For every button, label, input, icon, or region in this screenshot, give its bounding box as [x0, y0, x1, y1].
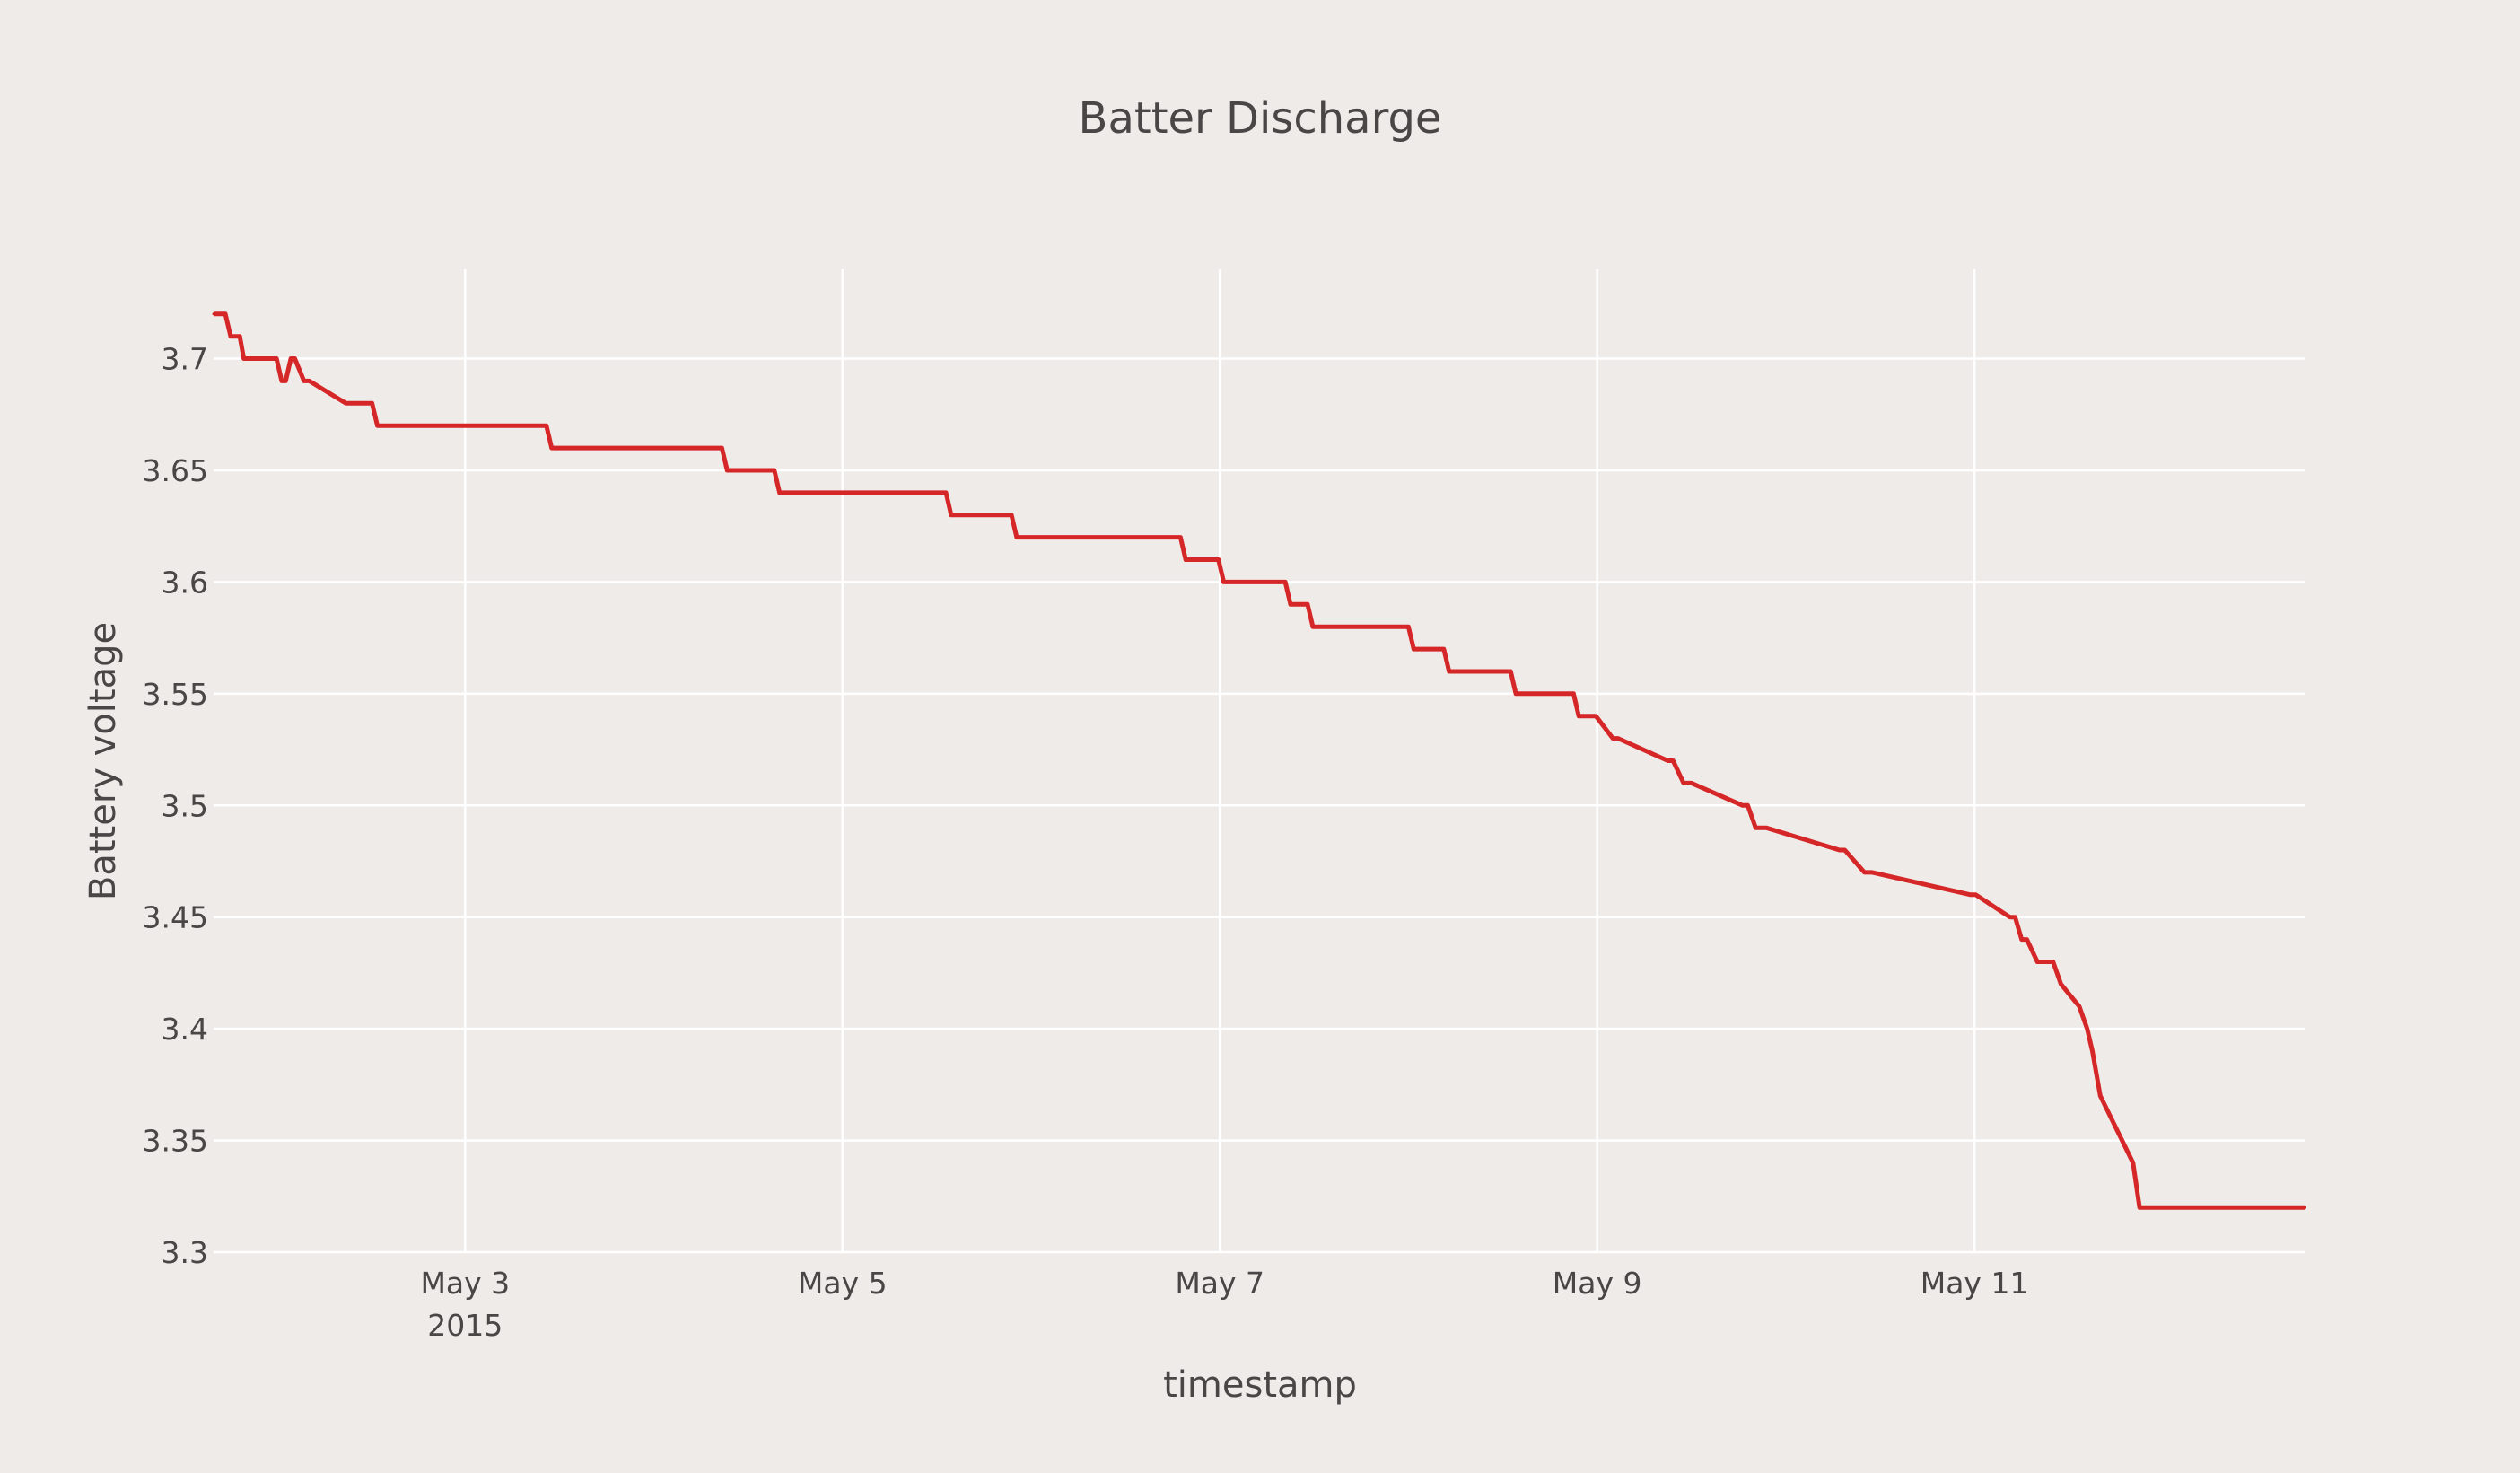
data-point: [1754, 826, 1757, 829]
data-point: [2020, 938, 2024, 942]
data-point: [949, 513, 953, 517]
data-point: [293, 357, 296, 360]
y-tick-label: 3.4: [162, 1012, 208, 1047]
data-point: [1682, 781, 1685, 785]
data-point: [2303, 1206, 2306, 1209]
y-axis-title: Battery voltage: [83, 622, 124, 900]
data-point: [1222, 580, 1226, 583]
data-point: [550, 446, 554, 450]
data-point: [1178, 536, 1182, 539]
data-point: [725, 469, 729, 472]
data-point: [242, 357, 246, 360]
y-axis-ticks: 3.3 3.35 3.4 3.45 3.5 3.55 3.6 3.65 3.7: [143, 342, 208, 1270]
data-point: [371, 401, 374, 405]
data-point: [284, 379, 287, 382]
data-point: [2091, 1049, 2094, 1053]
data-point: [773, 469, 776, 472]
y-tick-label: 3.7: [162, 342, 208, 377]
data-point: [1690, 781, 1693, 785]
data-point: [1306, 602, 1309, 606]
data-point: [1870, 871, 1874, 874]
data-point: [944, 491, 948, 495]
data-point: [2086, 1027, 2089, 1030]
data-point: [1616, 737, 1620, 741]
data-point: [1746, 803, 1749, 807]
data-point: [1311, 625, 1315, 628]
data-point: [1594, 715, 1597, 718]
data-point: [1406, 625, 1410, 628]
data-point: [1838, 848, 1842, 852]
data-point: [1442, 647, 1446, 651]
x-tick-label: May 11: [1921, 1266, 2029, 1301]
chart-title: Batter Discharge: [1079, 93, 1442, 144]
y-tick-label: 3.6: [162, 565, 208, 600]
x-axis-ticks: May 3 2015 May 5 May 7 May 9 May 11: [420, 1266, 2028, 1343]
data-point: [1974, 893, 1978, 897]
data-point: [1741, 803, 1745, 807]
data-point: [1577, 715, 1580, 718]
data-point: [308, 379, 311, 382]
y-tick-label: 3.3: [162, 1235, 208, 1270]
data-point: [2060, 982, 2062, 986]
x-tick-label: May 9: [1553, 1266, 1642, 1301]
y-tick-label: 3.55: [143, 677, 208, 712]
data-point: [2138, 1206, 2141, 1209]
data-point: [1671, 759, 1675, 762]
data-point: [2052, 960, 2055, 963]
data-point: [2008, 916, 2011, 919]
y-tick-label: 3.35: [143, 1124, 208, 1159]
data-point: [1010, 513, 1013, 517]
data-point: [2035, 960, 2039, 963]
data-point: [376, 424, 379, 427]
data-point: [289, 357, 293, 360]
data-point: [1969, 893, 1973, 897]
y-tick-label: 3.65: [143, 453, 208, 488]
data-point: [1412, 647, 1415, 651]
data-point: [1217, 558, 1221, 561]
x-tick-label: May 5: [798, 1266, 888, 1301]
data-point: [344, 401, 347, 405]
data-point: [229, 335, 232, 338]
data-point: [2098, 1094, 2102, 1098]
data-point: [720, 446, 723, 450]
x-axis-title: timestamp: [1163, 1364, 1357, 1406]
series-layer: [212, 311, 2306, 1210]
data-point: [223, 312, 227, 316]
data-point: [1514, 692, 1518, 696]
data-point: [1448, 670, 1451, 673]
data-point: [275, 357, 278, 360]
data-point: [1283, 580, 1287, 583]
data-point: [2078, 1004, 2081, 1008]
data-point: [1184, 558, 1187, 561]
data-point: [302, 379, 306, 382]
y-tick-label: 3.5: [162, 788, 208, 823]
data-point: [349, 401, 353, 405]
data-point: [2026, 938, 2028, 942]
data-point: [778, 491, 782, 495]
data-point: [1289, 602, 1292, 606]
y-tick-label: 3.45: [143, 900, 208, 935]
data-point: [2131, 1162, 2135, 1164]
data-point: [212, 312, 215, 316]
data-point: [545, 424, 548, 427]
data-point: [1611, 737, 1614, 741]
data-point: [238, 335, 241, 338]
data-point: [2013, 916, 2017, 919]
data-point: [1843, 848, 1847, 852]
data-point: [1571, 692, 1575, 696]
x-tick-sublabel: 2015: [427, 1308, 503, 1343]
grid-layer: [214, 269, 2305, 1254]
data-point: [1015, 536, 1019, 539]
x-tick-label: May 3: [420, 1266, 510, 1301]
data-point: [1509, 670, 1512, 673]
data-point: [1667, 759, 1669, 762]
data-point: [1764, 826, 1768, 829]
data-point: [280, 379, 284, 382]
data-point: [1863, 871, 1866, 874]
x-tick-label: May 7: [1175, 1266, 1264, 1301]
